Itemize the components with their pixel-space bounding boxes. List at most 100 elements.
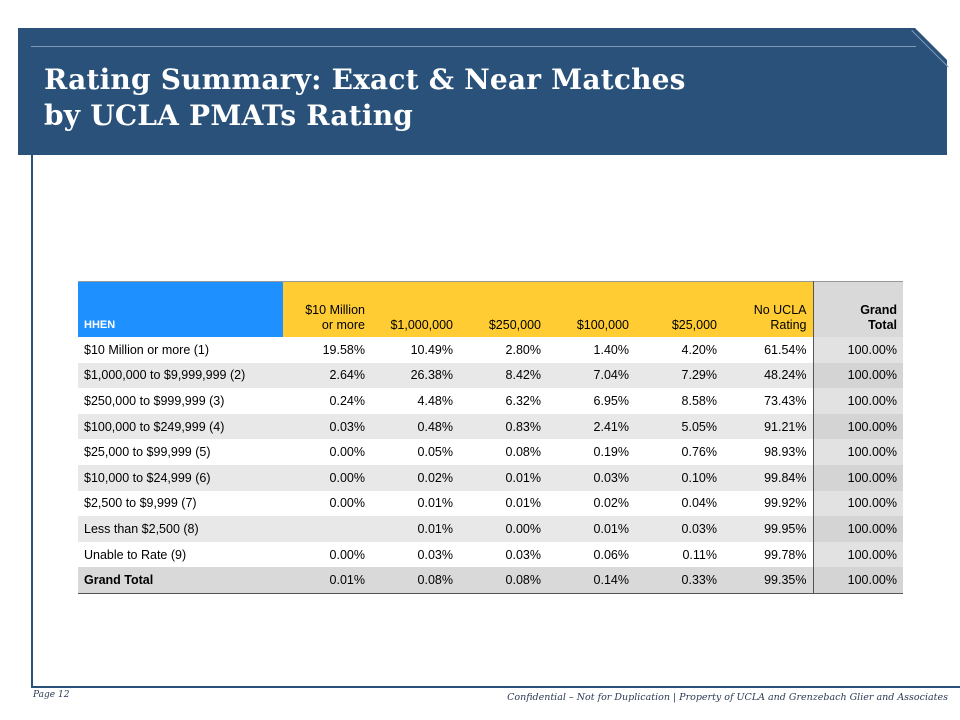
cell-grand-total: 100.00% — [812, 362, 903, 389]
frame-left-rule — [31, 60, 33, 688]
cell: 19.58% — [322, 342, 365, 357]
row-label: $2,500 to $9,999 (7) — [84, 496, 197, 511]
page-number: Page 12 — [33, 690, 70, 700]
cell: 0.10% — [635, 464, 723, 491]
cell: 7.04% — [547, 362, 635, 389]
cell: 0.01% — [417, 496, 453, 511]
row-label: Less than $2,500 (8) — [78, 516, 283, 542]
header-25k: $25,000 — [635, 281, 723, 337]
cell: 2.80% — [505, 342, 541, 357]
cell: 99.78% — [764, 547, 807, 562]
cell: 0.11% — [682, 547, 717, 562]
cell: 0.76% — [681, 445, 717, 460]
cell: 98.93% — [764, 445, 807, 460]
cell: 0.02% — [371, 464, 459, 491]
cell: 7.29% — [635, 362, 723, 389]
frame-bottom-rule — [31, 686, 960, 688]
row-label: $10,000 to $24,999 (6) — [78, 464, 283, 491]
table-row: Less than $2,500 (8) 0.01% 0.00% 0.01% 0… — [78, 516, 903, 542]
header-1-million: $1,000,000 — [371, 281, 459, 337]
cell: 99.92% — [764, 496, 807, 511]
table-row: $10 Million or more (1) 19.58% 10.49% 2.… — [78, 337, 903, 363]
cell: 8.58% — [681, 393, 717, 408]
cell-grand-total: 100.00% — [812, 490, 903, 517]
cell: 1.40% — [593, 342, 629, 357]
rating-summary-table: HHEN $10 Million or more $1,000,000 $250… — [78, 281, 903, 594]
cell: 4.48% — [417, 393, 453, 408]
cell: 0.03% — [547, 464, 635, 491]
cell: 4.20% — [681, 342, 717, 357]
cell: 0.14% — [547, 567, 635, 594]
cell: 2.64% — [283, 362, 371, 389]
table-row: $1,000,000 to $9,999,999 (2) 2.64% 26.38… — [78, 362, 903, 389]
row-label: $250,000 to $999,999 (3) — [84, 393, 225, 408]
header-grand-total: Grand Total — [812, 281, 903, 337]
cell: 0.01% — [459, 464, 547, 491]
cell: 0.24% — [329, 393, 365, 408]
table-row: $25,000 to $99,999 (5) 0.00% 0.05% 0.08%… — [78, 439, 903, 465]
cell: 0.04% — [681, 496, 717, 511]
table-row: $2,500 to $9,999 (7) 0.00% 0.01% 0.01% 0… — [78, 490, 903, 517]
cell: 0.48% — [371, 413, 459, 440]
cell: 0.06% — [593, 547, 629, 562]
cell: 0.33% — [635, 567, 723, 594]
cell: 0.08% — [371, 567, 459, 594]
cell: 99.84% — [723, 464, 813, 491]
cell: 99.95% — [723, 516, 813, 542]
cell: 6.95% — [593, 393, 629, 408]
title-band-rule — [31, 46, 916, 47]
cell: 26.38% — [371, 362, 459, 389]
cell: 0.00% — [283, 464, 371, 491]
cell: 0.00% — [329, 445, 365, 460]
cell-grand-total: 100.00% — [812, 439, 903, 465]
cell: 0.05% — [417, 445, 453, 460]
cell: 0.03% — [505, 547, 541, 562]
page-title-line1: Rating Summary: Exact & Near Matches — [44, 63, 686, 96]
row-label: Unable to Rate (9) — [84, 547, 187, 562]
cell: 48.24% — [723, 362, 813, 389]
header-hhen: HHEN — [78, 281, 283, 337]
cell: 5.05% — [635, 413, 723, 440]
table-header-row: HHEN $10 Million or more $1,000,000 $250… — [78, 281, 903, 337]
page-title-line2: by UCLA PMATs Rating — [44, 99, 414, 132]
table-row: $250,000 to $999,999 (3) 0.24% 4.48% 6.3… — [78, 388, 903, 414]
table-row: Unable to Rate (9) 0.00% 0.03% 0.03% 0.0… — [78, 541, 903, 568]
cell: 0.00% — [459, 516, 547, 542]
cell: 0.08% — [505, 445, 541, 460]
row-label: $10 Million or more (1) — [84, 342, 210, 357]
cell-grand-total: 100.00% — [812, 541, 903, 568]
cell: 0.01% — [505, 496, 541, 511]
confidentiality-note: Confidential – Not for Duplication | Pro… — [507, 692, 948, 703]
table-row: $100,000 to $249,999 (4) 0.03% 0.48% 0.8… — [78, 413, 903, 440]
cell: 8.42% — [459, 362, 547, 389]
page-title: Rating Summary: Exact & Near Matches by … — [44, 62, 924, 134]
row-label: $25,000 to $99,999 (5) — [84, 445, 211, 460]
cell: 0.19% — [593, 445, 629, 460]
grand-total-row: Grand Total 0.01% 0.08% 0.08% 0.14% 0.33… — [78, 567, 903, 594]
cell: 73.43% — [764, 393, 807, 408]
cell: 0.02% — [593, 496, 629, 511]
table-row: $10,000 to $24,999 (6) 0.00% 0.02% 0.01%… — [78, 464, 903, 491]
cell: 0.03% — [635, 516, 723, 542]
header-100k: $100,000 — [547, 281, 635, 337]
header-250k: $250,000 — [459, 281, 547, 337]
cell-grand-total: 100.00% — [812, 413, 903, 440]
cell: 99.35% — [723, 567, 813, 594]
cell: 0.03% — [417, 547, 453, 562]
title-band — [18, 28, 947, 155]
header-10-million: $10 Million or more — [283, 281, 371, 337]
cell: 0.83% — [459, 413, 547, 440]
cell: 0.03% — [283, 413, 371, 440]
cell-grand-total: 100.00% — [812, 567, 903, 594]
cell-grand-total: 100.00% — [812, 464, 903, 491]
cell: 6.32% — [505, 393, 541, 408]
row-label: $1,000,000 to $9,999,999 (2) — [78, 362, 283, 389]
cell: 0.00% — [329, 496, 365, 511]
cell: 10.49% — [410, 342, 453, 357]
cell: 0.08% — [459, 567, 547, 594]
cell-grand-total: 100.00% — [812, 516, 903, 542]
cell: 61.54% — [764, 342, 807, 357]
cell: 0.01% — [283, 567, 371, 594]
cell: 0.01% — [547, 516, 635, 542]
cell: 91.21% — [723, 413, 813, 440]
